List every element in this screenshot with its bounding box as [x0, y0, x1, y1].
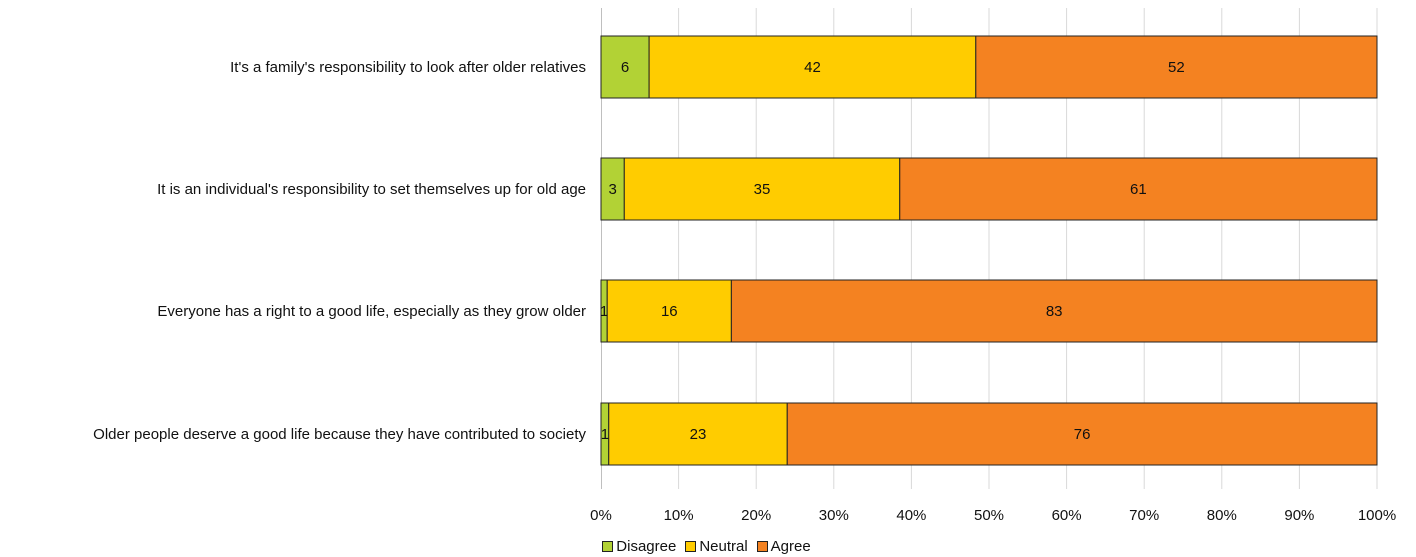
- legend-swatch: [756, 541, 768, 552]
- x-tick-label: 90%: [1284, 507, 1314, 524]
- data-label: 83: [1046, 303, 1063, 320]
- legend-item-agree: Agree: [756, 538, 811, 555]
- data-label: 1: [600, 303, 608, 320]
- data-label: 3: [608, 181, 616, 198]
- x-tick-label: 40%: [896, 507, 926, 524]
- category-label: It is an individual's responsibility to …: [157, 181, 586, 198]
- bar-segment-agree: [786, 402, 1378, 466]
- bars: [600, 35, 1378, 466]
- bar-segment-disagree: [600, 35, 650, 99]
- bar-segment-agree: [899, 157, 1378, 221]
- data-label: 76: [1074, 426, 1091, 443]
- legend-label: Agree: [770, 538, 811, 555]
- bar-segment-agree: [730, 279, 1378, 343]
- legend: Disagree Neutral Agree: [0, 538, 1416, 555]
- x-tick-label: 30%: [819, 507, 849, 524]
- legend-label: Disagree: [616, 538, 677, 555]
- category-label: Older people deserve a good life because…: [93, 426, 586, 443]
- category-label: Everyone has a right to a good life, esp…: [157, 303, 586, 320]
- x-tick-label: 60%: [1052, 507, 1082, 524]
- data-label: 1: [601, 426, 609, 443]
- x-tick-label: 70%: [1129, 507, 1159, 524]
- x-tick-labels: 0% 10% 20% 30% 40% 50% 60% 70% 80% 90% 100%: [590, 507, 1396, 524]
- data-label: 35: [754, 181, 771, 198]
- data-label: 61: [1130, 181, 1147, 198]
- category-labels: It's a family's responsibility to look a…: [93, 59, 586, 443]
- x-tick-label: 10%: [664, 507, 694, 524]
- legend-item-disagree: Disagree: [602, 538, 676, 555]
- data-label: 6: [621, 59, 629, 76]
- x-tick-label: 0%: [590, 507, 612, 524]
- legend-label: Neutral: [699, 538, 748, 555]
- x-tick-label: 50%: [974, 507, 1004, 524]
- data-label: 23: [690, 426, 707, 443]
- data-label: 42: [804, 59, 821, 76]
- data-labels: 6 42 52 3 35 61 1 16 83 1 23 76: [600, 59, 1185, 443]
- bar-segment-neutral: [648, 35, 977, 99]
- legend-item-neutral: Neutral: [685, 538, 748, 555]
- data-label: 16: [661, 303, 678, 320]
- x-tick-label: 20%: [741, 507, 771, 524]
- bar-segment-neutral: [608, 402, 788, 466]
- category-label: It's a family's responsibility to look a…: [230, 59, 586, 76]
- x-tick-label: 100%: [1358, 507, 1396, 524]
- bar-segment-agree: [975, 35, 1378, 99]
- x-tick-label: 80%: [1207, 507, 1237, 524]
- legend-swatch: [602, 541, 614, 552]
- legend-swatch: [685, 541, 697, 552]
- data-label: 52: [1168, 59, 1185, 76]
